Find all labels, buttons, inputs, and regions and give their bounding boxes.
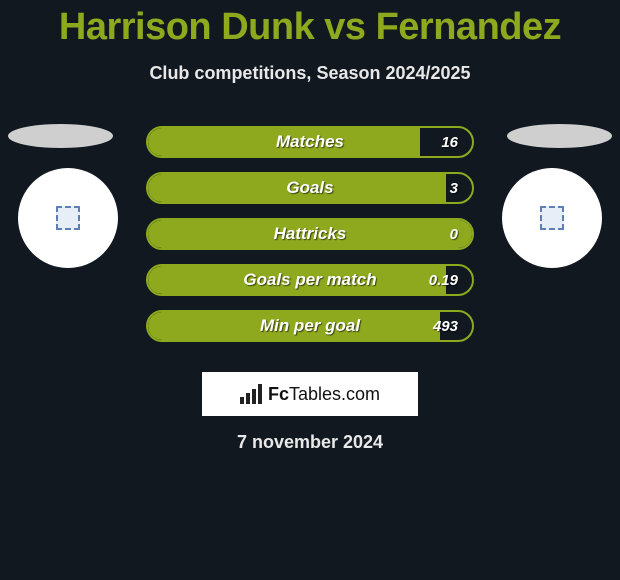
stat-label: Matches bbox=[148, 128, 472, 156]
player-left-avatar bbox=[18, 168, 118, 268]
stat-bar-matches: Matches 16 bbox=[146, 126, 474, 158]
date-line: 7 november 2024 bbox=[0, 432, 620, 453]
player-left-col bbox=[8, 124, 128, 268]
logo-text: FcTables.com bbox=[240, 384, 380, 405]
subtitle: Club competitions, Season 2024/2025 bbox=[0, 63, 620, 84]
page-title: Harrison Dunk vs Fernandez bbox=[0, 0, 620, 49]
player-right-avatar bbox=[502, 168, 602, 268]
stat-bar-hattricks: Hattricks 0 bbox=[146, 218, 474, 250]
source-logo: FcTables.com bbox=[202, 372, 418, 416]
avatar-shadow-left bbox=[8, 124, 113, 148]
stat-label: Goals bbox=[148, 174, 472, 202]
stat-label: Goals per match bbox=[148, 266, 472, 294]
stat-value: 493 bbox=[433, 312, 458, 340]
stat-value: 3 bbox=[450, 174, 458, 202]
logo-brand-bold: Fc bbox=[268, 384, 289, 405]
player-right-col bbox=[492, 124, 612, 268]
stats-column: Matches 16 Goals 3 Hattricks 0 Goals per… bbox=[128, 124, 492, 356]
stat-label: Hattricks bbox=[148, 220, 472, 248]
comparison-row: Matches 16 Goals 3 Hattricks 0 Goals per… bbox=[0, 124, 620, 356]
placeholder-image-icon bbox=[56, 206, 80, 230]
stat-bar-min-per-goal: Min per goal 493 bbox=[146, 310, 474, 342]
stat-label: Min per goal bbox=[148, 312, 472, 340]
stat-value: 16 bbox=[441, 128, 458, 156]
stat-value: 0 bbox=[450, 220, 458, 248]
logo-brand-rest: Tables.com bbox=[289, 384, 380, 405]
bar-chart-icon bbox=[240, 384, 264, 404]
stat-bar-goals: Goals 3 bbox=[146, 172, 474, 204]
placeholder-image-icon bbox=[540, 206, 564, 230]
stat-bar-goals-per-match: Goals per match 0.19 bbox=[146, 264, 474, 296]
stat-value: 0.19 bbox=[429, 266, 458, 294]
avatar-shadow-right bbox=[507, 124, 612, 148]
